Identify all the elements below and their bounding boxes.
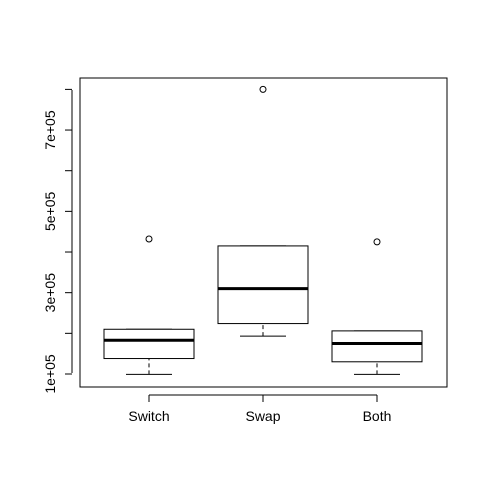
x-tick-label: Both [363, 408, 392, 424]
boxplot-series [103, 85, 423, 375]
x-tick-label: Swap [245, 408, 280, 424]
outlier-point [373, 238, 381, 246]
box-body [331, 330, 423, 363]
y-axis-ticks: 1e+05 3e+05 5e+05 7e+05 [42, 88, 72, 394]
outlier-point [145, 235, 153, 243]
y-tick-label: 1e+05 [42, 354, 58, 394]
x-tick-label: Switch [128, 408, 169, 424]
y-tick-label: 3e+05 [42, 273, 58, 313]
x-axis-ticks: Switch Swap Both [128, 395, 391, 424]
y-tick-label: 5e+05 [42, 191, 58, 231]
y-tick-label: 7e+05 [42, 110, 58, 150]
box-swap [217, 85, 309, 337]
box-body [217, 245, 309, 325]
box-body [103, 328, 195, 360]
outlier-point [259, 85, 267, 93]
box-switch [103, 235, 195, 375]
plot-frame [79, 77, 448, 388]
box-both [331, 238, 423, 375]
